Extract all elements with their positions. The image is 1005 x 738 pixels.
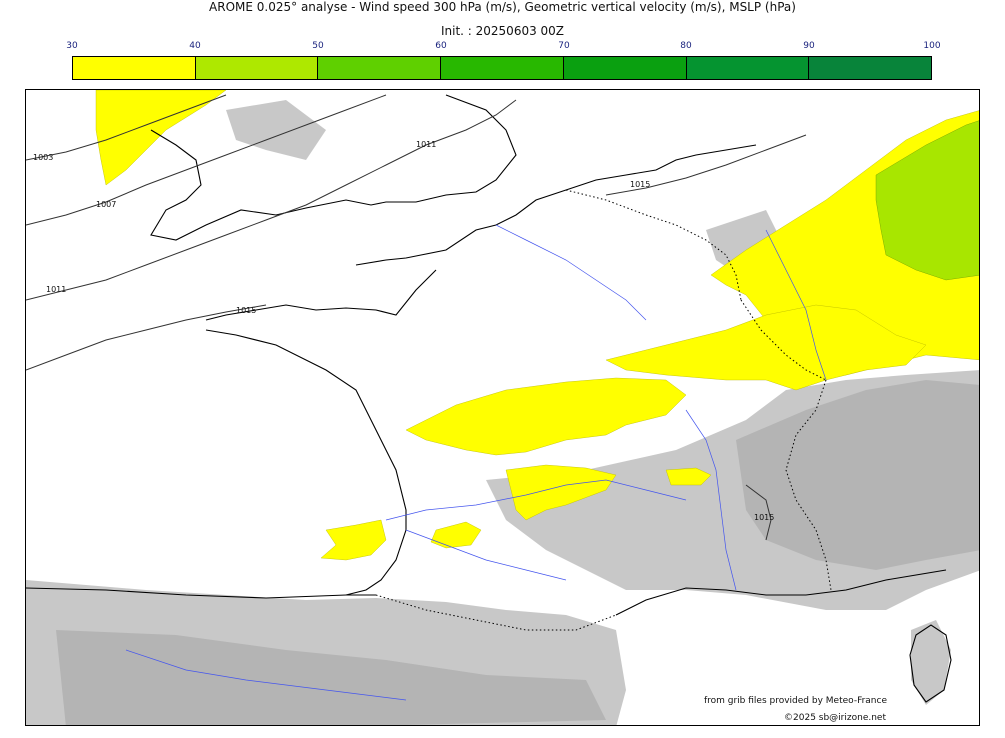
border-franco-swiss (785, 379, 832, 591)
isobar-1015-north (605, 134, 807, 196)
river-seine (495, 224, 647, 321)
river-spain (125, 649, 407, 701)
river-rhine (765, 229, 827, 381)
jet-yellow-center (405, 377, 687, 456)
jet-yellow-west (320, 519, 387, 561)
coast-bay-of-biscay (205, 329, 407, 596)
isobars (26, 94, 807, 541)
jet-yellow-band (605, 304, 927, 391)
colorbar-segment (686, 57, 810, 79)
rivers (125, 224, 827, 701)
isobar-labels: 1003 1007 1011 1015 1011 1015 1015 (33, 140, 774, 522)
vertical-velocity-field (26, 100, 979, 725)
isobar-1003 (26, 94, 227, 161)
border-franco-german (740, 299, 827, 381)
colorbar-segment (563, 57, 687, 79)
colorbar-tick-label: 80 (680, 41, 692, 51)
source-credit: from grib files provided by Meteo-France (703, 696, 887, 706)
weather-map: 1003 1007 1011 1015 1011 1015 1015 (26, 90, 979, 725)
coast-france-north (355, 144, 757, 266)
jet-yellow-channel (95, 90, 227, 186)
colorbar-tick-label: 60 (435, 41, 447, 51)
isobar-1007 (26, 94, 387, 226)
colorbar-tick-label: 40 (189, 41, 201, 51)
init-time: Init. : 20250603 00Z (440, 24, 565, 38)
jet-yellow-west-b (430, 521, 482, 549)
colorbar-segment (441, 57, 564, 79)
gray-field-alps (736, 380, 979, 570)
gray-field-corsica (911, 620, 951, 705)
jet-yellow-fingers-b (665, 467, 712, 486)
coast-corsica (909, 624, 952, 703)
isobar-label: 1003 (33, 153, 53, 162)
colorbar-segment (73, 57, 196, 79)
colorbar-tick-label: 90 (803, 41, 815, 51)
isobar-1015-alps (745, 484, 772, 541)
colorbar-tick-label: 100 (923, 41, 941, 51)
colorbar-tick-label: 50 (312, 41, 324, 51)
isobar-label: 1015 (630, 180, 650, 189)
isobar-label: 1007 (96, 200, 116, 209)
chart-title: AROME 0.025° analyse - Wind speed 300 hP… (209, 0, 796, 14)
isobar-1015-west (26, 304, 267, 371)
river-garonne (405, 529, 567, 581)
river-loire (385, 479, 687, 521)
colorbar-segment (809, 57, 932, 79)
jet-wind-field (95, 90, 979, 561)
river-rhone (685, 409, 737, 591)
isobar-label: 1011 (416, 140, 436, 149)
colorbar-segment (195, 57, 319, 79)
isobar-label: 1011 (46, 285, 66, 294)
border-franco-spanish (375, 594, 617, 631)
isobar-1011 (26, 99, 517, 301)
coast-spain-north (26, 587, 376, 599)
jet-green-core (875, 120, 979, 281)
copyright-credit: ©2025 sb@irizone.net (784, 713, 886, 723)
coast-brittany (205, 269, 437, 321)
border-franco-belgian (565, 189, 742, 301)
jet-yellow-fingers (505, 464, 617, 521)
colorbar-tick-label: 30 (66, 41, 78, 51)
borders (375, 189, 832, 631)
isobar-label: 1015 (754, 513, 774, 522)
gray-field-spain-inner (56, 630, 606, 725)
isobar-label: 1015 (236, 306, 256, 315)
colorbar-segment (318, 57, 442, 79)
map-panel: 1003 1007 1011 1015 1011 1015 1015 (25, 89, 980, 726)
coast-mediterranean (615, 569, 947, 616)
coastlines (26, 94, 952, 703)
colorbar-tick-label: 70 (558, 41, 570, 51)
wind-speed-colorbar (72, 56, 932, 80)
coast-uk-south (150, 94, 517, 241)
gray-field-uk (226, 100, 326, 160)
